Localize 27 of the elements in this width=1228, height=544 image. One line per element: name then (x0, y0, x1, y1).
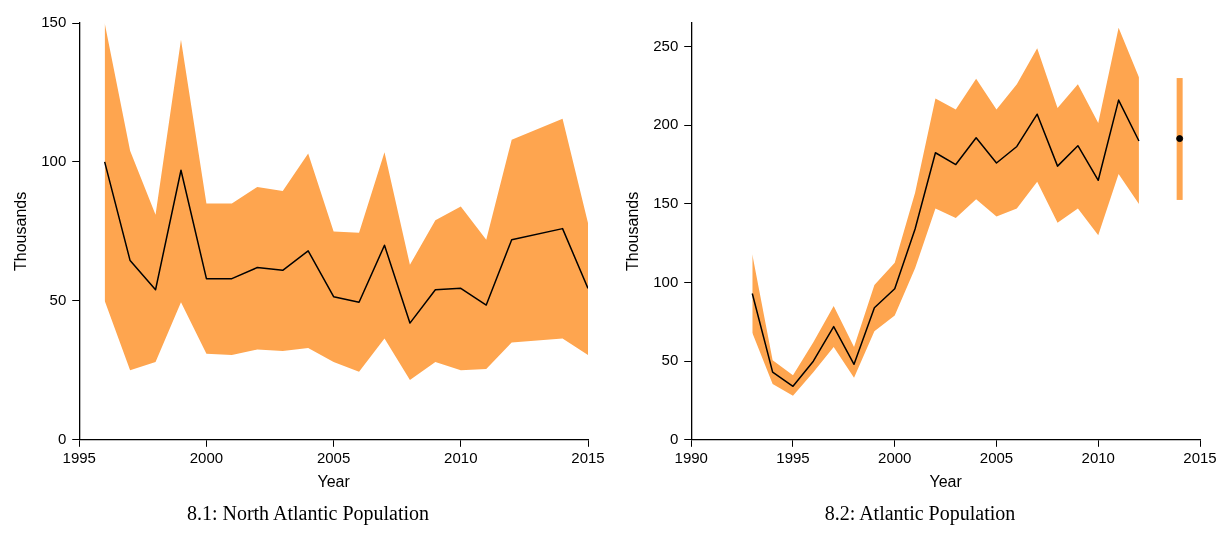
y-tick-label: 100 (41, 152, 67, 170)
x-axis-title: Year (317, 472, 351, 490)
y-tick-label: 50 (49, 291, 67, 309)
x-axis-title: Year (929, 472, 963, 490)
x-tick-label: 2015 (1183, 448, 1217, 466)
y-tick-label: 150 (41, 13, 67, 31)
text: 8.2: Atlantic Population (823, 502, 1017, 525)
x-tick-label: 1995 (62, 448, 96, 466)
x-tick-label: 2005 (979, 448, 1014, 466)
x-tick-label: 2015 (571, 448, 605, 466)
x-tick-label: 1990 (674, 448, 708, 466)
y-tick-label: 150 (653, 194, 679, 212)
y-tick-label: 0 (57, 429, 67, 447)
text: 8.1: North Atlantic Population (185, 502, 431, 525)
x-tick-label: 2010 (444, 448, 478, 466)
y-tick-label: 50 (661, 351, 679, 369)
x-tick-label: 2005 (316, 448, 351, 466)
y-tick-label: 200 (653, 115, 679, 133)
y-axis-title: Thousands (624, 191, 642, 271)
y-tick-label: 0 (669, 429, 679, 447)
x-tick-label: 2000 (878, 448, 912, 466)
y-tick-label: 100 (653, 272, 679, 290)
x-tick-label: 2010 (1081, 448, 1115, 466)
x-tick-label: 1995 (776, 448, 810, 466)
x-tick-label: 2000 (189, 448, 224, 466)
y-axis-title: Thousands (12, 191, 30, 271)
y-tick-label: 250 (653, 36, 679, 54)
